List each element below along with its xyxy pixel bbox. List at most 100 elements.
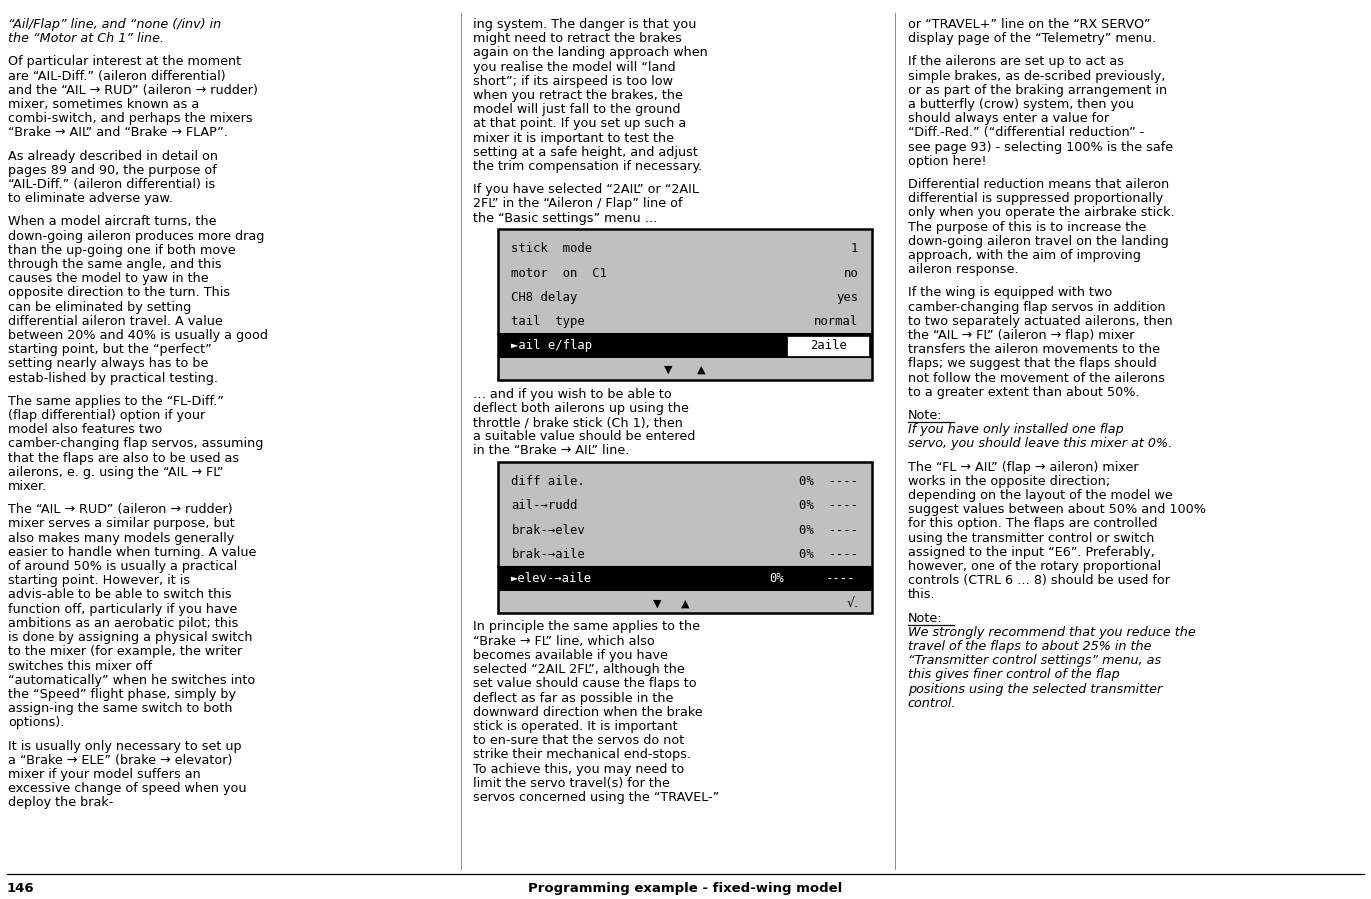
Text: 0%  ----: 0% ----	[799, 547, 858, 561]
Text: assign-ing the same switch to both: assign-ing the same switch to both	[8, 702, 233, 715]
Text: function off, particularly if you have: function off, particularly if you have	[8, 602, 237, 616]
Text: when you retract the brakes, the: when you retract the brakes, the	[473, 89, 683, 102]
Text: setting nearly always has to be: setting nearly always has to be	[8, 358, 208, 370]
Text: ----: ----	[825, 572, 856, 585]
Text: simple brakes, as de-scribed previously,: simple brakes, as de-scribed previously,	[908, 69, 1165, 83]
Text: a suitable value should be entered: a suitable value should be entered	[473, 431, 695, 443]
Text: no: no	[843, 266, 858, 280]
Text: ailerons, e. g. using the “AIL → FL”: ailerons, e. g. using the “AIL → FL”	[8, 466, 223, 479]
Text: In principle the same applies to the: In principle the same applies to the	[473, 620, 701, 634]
Text: The purpose of this is to increase the: The purpose of this is to increase the	[908, 220, 1146, 234]
Text: the “Speed” flight phase, simply by: the “Speed” flight phase, simply by	[8, 688, 236, 701]
Text: CH8 delay: CH8 delay	[511, 290, 577, 304]
Text: mixer if your model suffers an: mixer if your model suffers an	[8, 768, 202, 781]
Text: down-going aileron travel on the landing: down-going aileron travel on the landing	[908, 235, 1168, 248]
Text: camber-changing flap servos, assuming: camber-changing flap servos, assuming	[8, 438, 263, 450]
Text: differential aileron travel. A value: differential aileron travel. A value	[8, 315, 223, 328]
Text: suggest values between about 50% and 100%: suggest values between about 50% and 100…	[908, 503, 1205, 516]
Text: Note:: Note:	[908, 611, 942, 625]
Text: at that point. If you set up such a: at that point. If you set up such a	[473, 118, 687, 130]
Text: starting point, but the “perfect”: starting point, but the “perfect”	[8, 343, 213, 356]
Text: motor  on  C1: motor on C1	[511, 266, 607, 280]
Text: 0%  ----: 0% ----	[799, 499, 858, 512]
Text: Programming example - fixed-wing model: Programming example - fixed-wing model	[528, 882, 843, 895]
Text: that the flaps are also to be used as: that the flaps are also to be used as	[8, 451, 240, 465]
Text: ►elev-→aile: ►elev-→aile	[511, 572, 592, 585]
Text: options).: options).	[8, 717, 64, 729]
Text: between 20% and 40% is usually a good: between 20% and 40% is usually a good	[8, 329, 269, 342]
Text: easier to handle when turning. A value: easier to handle when turning. A value	[8, 546, 256, 559]
Text: the trim compensation if necessary.: the trim compensation if necessary.	[473, 160, 702, 173]
Text: to eliminate adverse yaw.: to eliminate adverse yaw.	[8, 192, 173, 205]
Text: to a greater extent than about 50%.: to a greater extent than about 50%.	[908, 386, 1139, 399]
Text: advis-able to be able to switch this: advis-able to be able to switch this	[8, 589, 232, 601]
Text: positions using the selected transmitter: positions using the selected transmitter	[908, 682, 1161, 696]
Text: tail  type: tail type	[511, 315, 585, 328]
Text: differential is suppressed proportionally: differential is suppressed proportionall…	[908, 192, 1163, 205]
Text: “automatically” when he switches into: “automatically” when he switches into	[8, 673, 255, 687]
Bar	[498, 566, 872, 591]
Text: limit the servo travel(s) for the: limit the servo travel(s) for the	[473, 777, 670, 789]
Text: to en-sure that the servos do not: to en-sure that the servos do not	[473, 734, 684, 747]
Text: model will just fall to the ground: model will just fall to the ground	[473, 103, 680, 116]
Text: Differential reduction means that aileron: Differential reduction means that ailero…	[908, 178, 1169, 191]
Text: flaps; we suggest that the flaps should: flaps; we suggest that the flaps should	[908, 358, 1156, 370]
Text: … and if you wish to be able to: … and if you wish to be able to	[473, 387, 672, 401]
Text: selected “2AIL 2FL”, although the: selected “2AIL 2FL”, although the	[473, 663, 684, 676]
Text: “Brake → FL” line, which also: “Brake → FL” line, which also	[473, 635, 655, 647]
Text: (flap differential) option if your: (flap differential) option if your	[8, 409, 206, 422]
Text: 2FL” in the “Aileron / Flap” line of: 2FL” in the “Aileron / Flap” line of	[473, 198, 683, 210]
Text: deflect as far as possible in the: deflect as far as possible in the	[473, 691, 673, 705]
Text: estab-lished by practical testing.: estab-lished by practical testing.	[8, 371, 218, 385]
Text: It is usually only necessary to set up: It is usually only necessary to set up	[8, 740, 241, 752]
Text: you realise the model will “land: you realise the model will “land	[473, 60, 676, 74]
Text: To achieve this, you may need to: To achieve this, you may need to	[473, 762, 684, 776]
Text: display page of the “Telemetry” menu.: display page of the “Telemetry” menu.	[908, 32, 1156, 45]
Text: starting point. However, it is: starting point. However, it is	[8, 574, 191, 587]
Text: If the ailerons are set up to act as: If the ailerons are set up to act as	[908, 56, 1124, 68]
Text: servo, you should leave this mixer at 0%.: servo, you should leave this mixer at 0%…	[908, 438, 1172, 450]
Text: approach, with the aim of improving: approach, with the aim of improving	[908, 249, 1141, 262]
Text: ▲: ▲	[696, 364, 706, 374]
Bar	[498, 334, 872, 358]
Text: through the same angle, and this: through the same angle, and this	[8, 258, 222, 271]
Text: √.: √.	[846, 597, 858, 610]
Text: Of particular interest at the moment: Of particular interest at the moment	[8, 56, 241, 68]
Text: this gives finer control of the flap: this gives finer control of the flap	[908, 669, 1119, 681]
Text: mixer serves a similar purpose, but: mixer serves a similar purpose, but	[8, 518, 234, 530]
Text: pages 89 and 90, the purpose of: pages 89 and 90, the purpose of	[8, 164, 217, 177]
Text: can be eliminated by setting: can be eliminated by setting	[8, 300, 192, 314]
Text: opposite direction to the turn. This: opposite direction to the turn. This	[8, 287, 230, 299]
Text: The “AIL → RUD” (aileron → rudder): The “AIL → RUD” (aileron → rudder)	[8, 503, 233, 516]
Text: again on the landing approach when: again on the landing approach when	[473, 47, 707, 59]
Text: short”; if its airspeed is too low: short”; if its airspeed is too low	[473, 75, 673, 88]
Text: a “Brake → ELE” (brake → elevator): a “Brake → ELE” (brake → elevator)	[8, 753, 233, 767]
Text: only when you operate the airbrake stick.: only when you operate the airbrake stick…	[908, 207, 1174, 219]
Text: deploy the brak-: deploy the brak-	[8, 797, 114, 809]
Text: down-going aileron produces more drag: down-going aileron produces more drag	[8, 229, 265, 243]
Text: works in the opposite direction;: works in the opposite direction;	[908, 475, 1111, 488]
Text: ▼: ▼	[653, 598, 662, 609]
Text: “Diff.-Red.” (“differential reduction” -: “Diff.-Red.” (“differential reduction” -	[908, 127, 1143, 139]
Text: a butterfly (crow) system, then you: a butterfly (crow) system, then you	[908, 98, 1134, 111]
Text: ▲: ▲	[680, 598, 690, 609]
Text: than the up-going one if both move: than the up-going one if both move	[8, 244, 236, 257]
Text: “Transmitter control settings” menu, as: “Transmitter control settings” menu, as	[908, 654, 1161, 667]
Text: using the transmitter control or switch: using the transmitter control or switch	[908, 531, 1154, 545]
Text: The same applies to the “FL-Diff.”: The same applies to the “FL-Diff.”	[8, 395, 223, 408]
Text: should always enter a value for: should always enter a value for	[908, 112, 1109, 125]
Text: not follow the movement of the ailerons: not follow the movement of the ailerons	[908, 371, 1164, 385]
Text: 0%: 0%	[769, 572, 784, 585]
Text: model also features two: model also features two	[8, 423, 163, 436]
Text: of around 50% is usually a practical: of around 50% is usually a practical	[8, 560, 237, 573]
Text: to the mixer (for example, the writer: to the mixer (for example, the writer	[8, 645, 243, 658]
Text: stick  mode: stick mode	[511, 242, 592, 255]
Bar	[498, 462, 872, 613]
Text: causes the model to yaw in the: causes the model to yaw in the	[8, 272, 208, 285]
Text: however, one of the rotary proportional: however, one of the rotary proportional	[908, 560, 1161, 573]
Text: diff aile.: diff aile.	[511, 475, 585, 488]
Text: ing system. The danger is that you: ing system. The danger is that you	[473, 18, 696, 31]
Text: the “Basic settings” menu …: the “Basic settings” menu …	[473, 211, 658, 225]
Text: travel of the flaps to about 25% in the: travel of the flaps to about 25% in the	[908, 640, 1152, 653]
Text: for this option. The flaps are controlled: for this option. The flaps are controlle…	[908, 518, 1157, 530]
